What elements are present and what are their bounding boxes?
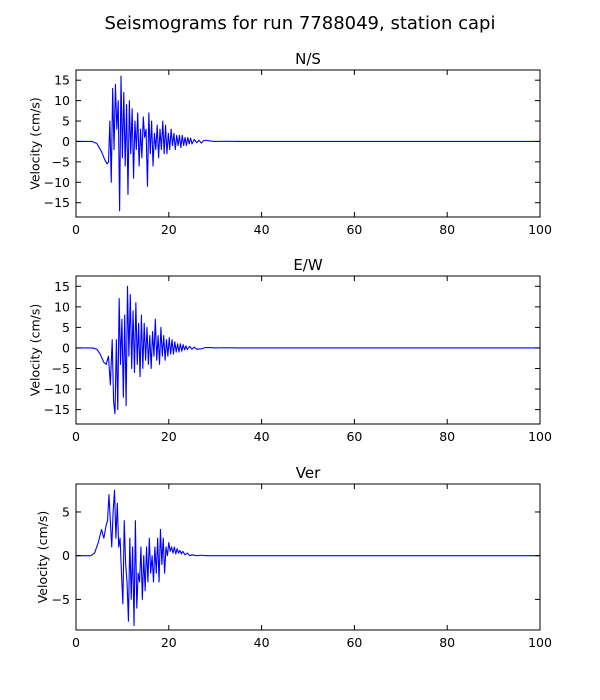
x-tick-label-ver-0: 0 bbox=[72, 635, 80, 650]
x-tick-label-ns-0: 0 bbox=[72, 222, 80, 237]
x-tick-label-ew-40: 40 bbox=[254, 429, 270, 444]
y-tick-label-ver-5: 5 bbox=[62, 504, 70, 519]
x-tick-label-ns-40: 40 bbox=[254, 222, 270, 237]
panel-ver: Ver 0 20 40 60 80 100 −5 0 5 Velocity (cm/s) bbox=[35, 464, 552, 650]
x-tick-label-ver-60: 60 bbox=[346, 635, 362, 650]
y-tick-label-ver--5: −5 bbox=[52, 592, 70, 607]
y-tick-label-ew-5: 5 bbox=[62, 320, 70, 335]
x-tick-label-ns-20: 20 bbox=[161, 222, 177, 237]
y-tick-label-ns--15: −15 bbox=[44, 195, 70, 210]
y-tick-label-ns-0: 0 bbox=[62, 134, 70, 149]
y-tick-label-ew--5: −5 bbox=[52, 361, 70, 376]
trace-ns bbox=[76, 75, 540, 212]
panel-title-ver: Ver bbox=[296, 464, 321, 482]
y-tick-label-ns-10: 10 bbox=[54, 93, 70, 108]
x-tick-label-ns-100: 100 bbox=[528, 222, 552, 237]
plot-frame-ns bbox=[75, 69, 541, 218]
y-axis-label-ver: Velocity (cm/s) bbox=[35, 511, 50, 604]
y-tick-label-ew--15: −15 bbox=[44, 402, 70, 417]
panel-ns: N/S 0 20 40 60 80 100 −15 −10 −5 0 5 10 15 Velocity (c… bbox=[28, 50, 552, 237]
plot-frame-ver bbox=[75, 483, 541, 631]
y-tick-label-ns-15: 15 bbox=[54, 73, 70, 88]
y-tick-label-ew-10: 10 bbox=[54, 299, 70, 314]
x-tick-label-ns-60: 60 bbox=[346, 222, 362, 237]
x-tick-label-ver-100: 100 bbox=[528, 635, 552, 650]
x-tick-label-ew-0: 0 bbox=[72, 429, 80, 444]
plot-frame-ew bbox=[75, 275, 541, 425]
x-tick-label-ew-80: 80 bbox=[439, 429, 455, 444]
panel-title-ns: N/S bbox=[295, 50, 321, 68]
x-tick-label-ver-80: 80 bbox=[439, 635, 455, 650]
panel-title-ew: E/W bbox=[293, 256, 323, 274]
trace-ew bbox=[76, 285, 540, 415]
x-tick-label-ver-40: 40 bbox=[254, 635, 270, 650]
x-tick-label-ew-100: 100 bbox=[528, 429, 552, 444]
y-tick-label-ew-15: 15 bbox=[54, 279, 70, 294]
y-axis-label-ew: Velocity (cm/s) bbox=[28, 304, 43, 397]
x-tick-label-ver-20: 20 bbox=[161, 635, 177, 650]
y-tick-label-ns--5: −5 bbox=[52, 154, 70, 169]
x-tick-label-ew-60: 60 bbox=[346, 429, 362, 444]
y-tick-label-ns--10: −10 bbox=[44, 175, 70, 190]
trace-ver bbox=[76, 489, 540, 627]
panel-ew: E/W 0 20 40 60 80 100 −15 −10 −5 0 5 10 15 Velocity (c… bbox=[28, 256, 552, 444]
y-tick-label-ver-0: 0 bbox=[62, 548, 70, 563]
x-tick-label-ew-20: 20 bbox=[161, 429, 177, 444]
y-tick-label-ns-5: 5 bbox=[62, 114, 70, 129]
figure-title: Seismograms for run 7788049, station cap… bbox=[105, 13, 496, 34]
x-tick-label-ns-80: 80 bbox=[439, 222, 455, 237]
y-tick-label-ew--10: −10 bbox=[44, 382, 70, 397]
y-axis-label-ns: Velocity (cm/s) bbox=[28, 97, 43, 190]
y-tick-label-ew-0: 0 bbox=[62, 340, 70, 355]
